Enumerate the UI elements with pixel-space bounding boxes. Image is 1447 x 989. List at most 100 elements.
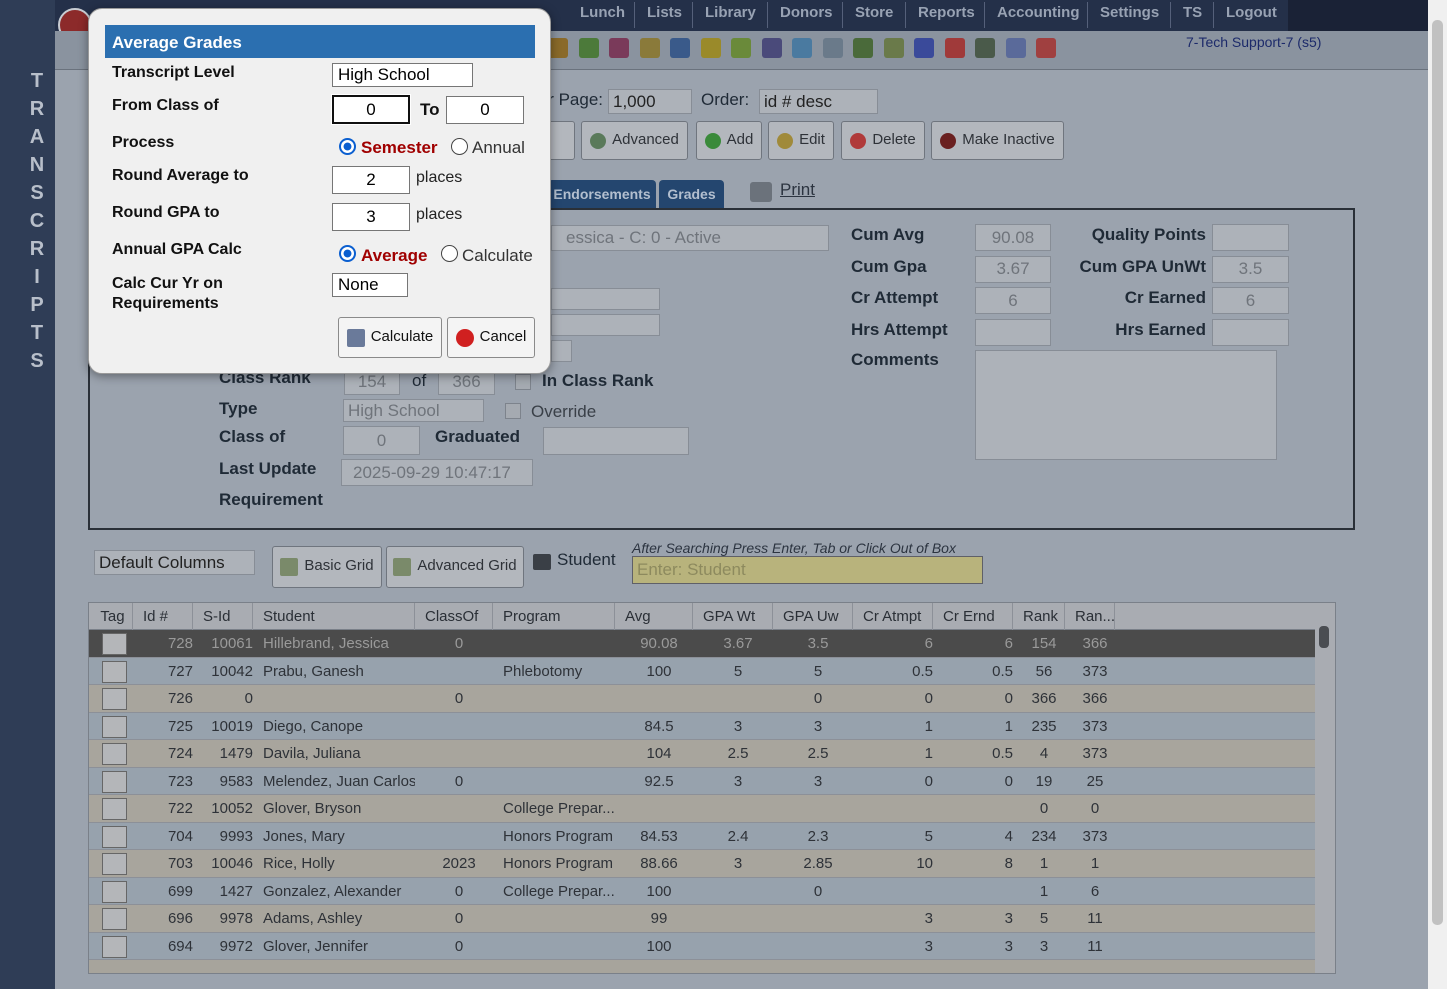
round-average-input[interactable]: 2	[332, 166, 410, 194]
table-row[interactable]	[89, 740, 1315, 768]
per-page-select[interactable]: 1,000	[608, 89, 692, 114]
table-row[interactable]	[89, 795, 1315, 823]
toolbar-icon[interactable]	[853, 38, 873, 58]
column-header[interactable]: GPA Uw	[783, 603, 853, 630]
nav-item[interactable]: Lunch	[580, 4, 625, 21]
toolbar-icon[interactable]	[1036, 38, 1056, 58]
column-header[interactable]: Avg	[625, 603, 693, 630]
table-row[interactable]	[89, 905, 1315, 933]
table-row[interactable]	[89, 685, 1315, 713]
row-checkbox[interactable]	[102, 825, 127, 848]
table-row[interactable]	[89, 630, 1315, 658]
column-header[interactable]: Program	[503, 603, 615, 630]
toolbar-icon[interactable]	[761, 38, 782, 58]
table-cell: Gonzalez, Alexander	[263, 882, 402, 900]
table-cell: 6	[1004, 635, 1013, 652]
column-header[interactable]: Cr Ernd	[943, 603, 1013, 630]
toolbar-icon[interactable]	[975, 38, 995, 58]
toolbar-icon[interactable]	[792, 38, 812, 58]
column-header[interactable]: S-Id	[203, 603, 253, 630]
toolbar-icon[interactable]	[548, 38, 568, 58]
nav-item[interactable]: Accounting	[997, 4, 1080, 21]
toolbar-icon[interactable]	[639, 38, 660, 58]
row-checkbox[interactable]	[102, 688, 127, 710]
print-link[interactable]: Print	[780, 180, 815, 199]
toolbar-button[interactable]: Edit	[768, 121, 834, 160]
modal-button[interactable]: Cancel	[447, 317, 535, 358]
toolbar-icon[interactable]	[1005, 38, 1026, 58]
nav-item[interactable]: Settings	[1100, 4, 1160, 21]
row-checkbox[interactable]	[102, 743, 127, 765]
row-checkbox[interactable]	[102, 798, 127, 820]
toolbar-button[interactable]: Add	[696, 121, 762, 160]
select-field	[551, 288, 660, 310]
toolbar-icon[interactable]	[700, 38, 721, 58]
grid-button[interactable]: Basic Grid	[272, 546, 382, 588]
column-header[interactable]: Cr Atmpt	[863, 603, 933, 630]
tab[interactable]: Endorsements	[548, 180, 656, 208]
row-checkbox[interactable]	[102, 853, 127, 875]
radio[interactable]	[339, 245, 356, 262]
order-select[interactable]: id # desc	[759, 89, 878, 114]
toolbar-icon[interactable]	[731, 38, 751, 58]
toolbar-icon[interactable]	[944, 38, 965, 58]
nav-item[interactable]: Reports	[918, 4, 975, 21]
toolbar-button[interactable]: Advanced	[581, 121, 688, 160]
table-row[interactable]	[89, 767, 1315, 795]
label: Process	[112, 134, 175, 151]
table-cell: 3	[1004, 910, 1013, 927]
column-header[interactable]: Tag	[93, 603, 133, 630]
table-cell: 373	[1082, 745, 1108, 762]
toolbar-icon[interactable]	[822, 38, 843, 58]
row-checkbox[interactable]	[102, 770, 127, 793]
toolbar-icon[interactable]	[670, 38, 690, 58]
table-row[interactable]	[89, 850, 1315, 878]
row-checkbox[interactable]	[102, 660, 127, 683]
column-header[interactable]: Ran...	[1075, 603, 1115, 630]
column-header[interactable]: Student	[263, 603, 415, 630]
nav-item[interactable]: TS	[1183, 4, 1203, 21]
nav-item[interactable]: Store	[855, 4, 894, 21]
columns-select[interactable]: Default Columns	[94, 550, 255, 575]
table-row[interactable]	[89, 932, 1315, 960]
table-cell: 10042	[211, 662, 253, 680]
table-row[interactable]	[89, 822, 1315, 850]
calc-select[interactable]: None	[332, 273, 408, 297]
toolbar-icon[interactable]	[609, 38, 629, 58]
table-row[interactable]	[89, 877, 1315, 905]
row-checkbox[interactable]	[102, 935, 127, 958]
table-row[interactable]	[89, 657, 1315, 685]
from-input[interactable]: 0	[331, 94, 411, 125]
radio[interactable]	[451, 138, 468, 155]
tab[interactable]: Grades	[659, 180, 724, 208]
nav-item[interactable]: Library	[705, 4, 756, 21]
toolbar-button[interactable]: Delete	[841, 121, 925, 160]
toolbar-icon[interactable]	[914, 38, 934, 58]
column-header[interactable]: Id #	[143, 603, 193, 630]
grid-button[interactable]: Advanced Grid	[386, 546, 524, 588]
row-checkbox[interactable]	[102, 715, 127, 738]
toolbar-icon[interactable]	[578, 38, 599, 58]
column-header[interactable]: ClassOf	[425, 603, 493, 630]
nav-item[interactable]: Logout	[1226, 4, 1277, 21]
row-checkbox[interactable]	[102, 880, 127, 903]
column-header[interactable]: Rank	[1023, 603, 1065, 630]
table-cell: 5	[813, 662, 823, 680]
to-input[interactable]: 0	[446, 96, 524, 124]
order-label: Order:	[701, 90, 750, 109]
radio[interactable]	[339, 138, 356, 155]
transcript-level-select[interactable]: High School	[332, 63, 473, 87]
toolbar-button[interactable]: Make Inactive	[931, 121, 1064, 160]
row-checkbox[interactable]	[102, 633, 127, 655]
radio[interactable]	[441, 245, 458, 262]
nav-item[interactable]: Donors	[780, 4, 833, 21]
toolbar-icon[interactable]	[883, 38, 904, 58]
modal-button[interactable]: Calculate	[338, 317, 442, 358]
nav-item[interactable]: Lists	[647, 4, 683, 21]
label: Annual GPA Calc	[112, 241, 242, 258]
table-row[interactable]	[89, 712, 1315, 740]
round-gpa-input[interactable]: 3	[332, 203, 410, 231]
student-search[interactable]: Enter: Student	[632, 556, 983, 584]
row-checkbox[interactable]	[102, 908, 127, 930]
column-header[interactable]: GPA Wt	[703, 603, 773, 630]
